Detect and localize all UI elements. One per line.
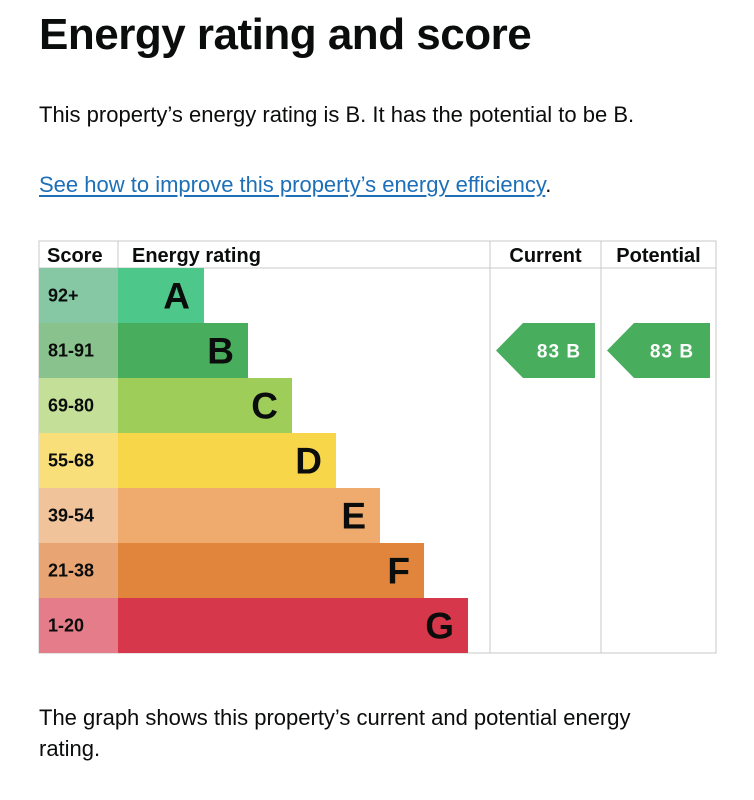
band-bar (118, 323, 248, 378)
column-header-energy-rating: Energy rating (132, 245, 261, 267)
band-letter: A (163, 276, 190, 317)
band-bar (118, 543, 424, 598)
band-score-label: 55-68 (48, 451, 94, 471)
band-score-cell (39, 543, 118, 598)
band-bar (118, 268, 204, 323)
energy-rating-summary: This property’s energy rating is B. It h… (39, 102, 635, 127)
current-rating-arrow (496, 323, 595, 378)
band-bar (118, 433, 336, 488)
graph-description: The graph shows this property’s current … (39, 705, 631, 761)
band-letter: G (425, 606, 454, 647)
band-letter: C (251, 386, 278, 427)
improve-efficiency-link[interactable]: See how to improve this property’s energ… (39, 172, 546, 197)
band-score-cell (39, 433, 118, 488)
band-score-label: 39-54 (48, 506, 94, 526)
potential-rating-label: 83 B (650, 342, 694, 363)
band-bar (118, 378, 292, 433)
column-header-potential: Potential (616, 245, 700, 267)
band-score-cell (39, 378, 118, 433)
column-header-current: Current (509, 245, 582, 267)
band-letter: E (341, 496, 366, 537)
improve-link-line: See how to improve this property’s energ… (39, 172, 551, 198)
band-score-cell (39, 488, 118, 543)
band-letter: B (207, 331, 234, 372)
band-score-label: 1-20 (48, 616, 84, 636)
band-score-cell (39, 268, 118, 323)
band-score-label: 21-38 (48, 561, 94, 581)
band-score-label: 69-80 (48, 396, 94, 416)
column-header-score: Score (47, 245, 103, 267)
band-score-label: 81-91 (48, 341, 94, 361)
band-bar (118, 598, 468, 653)
potential-rating-arrow (607, 323, 710, 378)
band-score-cell (39, 598, 118, 653)
band-score-cell (39, 323, 118, 378)
link-suffix: . (545, 172, 552, 197)
band-score-label: 92+ (48, 286, 79, 306)
band-letter: D (295, 441, 322, 482)
band-letter: F (387, 551, 410, 592)
page-title: Energy rating and score (39, 10, 532, 59)
band-bar (118, 488, 380, 543)
current-rating-label: 83 B (537, 342, 581, 363)
